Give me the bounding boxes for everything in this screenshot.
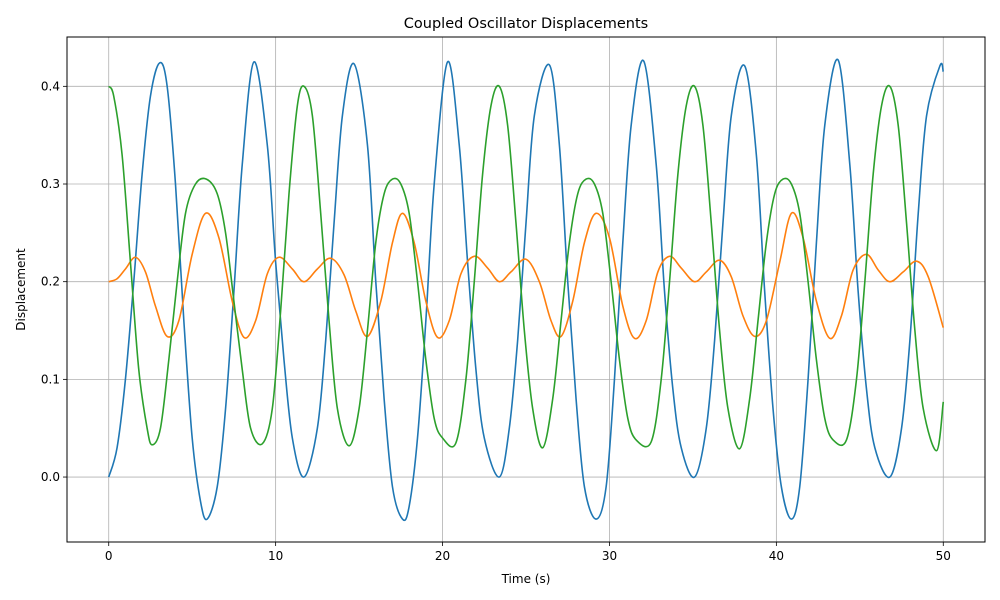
y-tick-label: 0.4 — [41, 79, 60, 93]
y-axis-label: Displacement — [14, 248, 28, 331]
x-tick-label: 20 — [435, 549, 450, 563]
chart-title: Coupled Oscillator Displacements — [404, 16, 648, 32]
y-tick-label: 0.1 — [41, 372, 60, 386]
x-tick-label: 0 — [105, 549, 113, 563]
axes-frame — [66, 36, 986, 543]
x-tick-label: 10 — [268, 549, 283, 563]
y-tick-label: 0.3 — [41, 177, 60, 191]
series-line-blue — [107, 58, 945, 522]
x-axis-label: Time (s) — [501, 572, 551, 586]
ticks: 0 10 20 30 40 50 0.0 0.1 0.2 0.3 0.4 — [41, 79, 951, 563]
x-tick-label: 50 — [936, 549, 951, 563]
y-tick-label: 0.0 — [41, 470, 60, 484]
x-tick-label: 40 — [769, 549, 784, 563]
series-lines — [107, 58, 945, 522]
x-tick-label: 30 — [602, 549, 617, 563]
y-tick-label: 0.2 — [41, 275, 60, 289]
grid — [67, 37, 985, 542]
series-line-green — [108, 84, 945, 452]
